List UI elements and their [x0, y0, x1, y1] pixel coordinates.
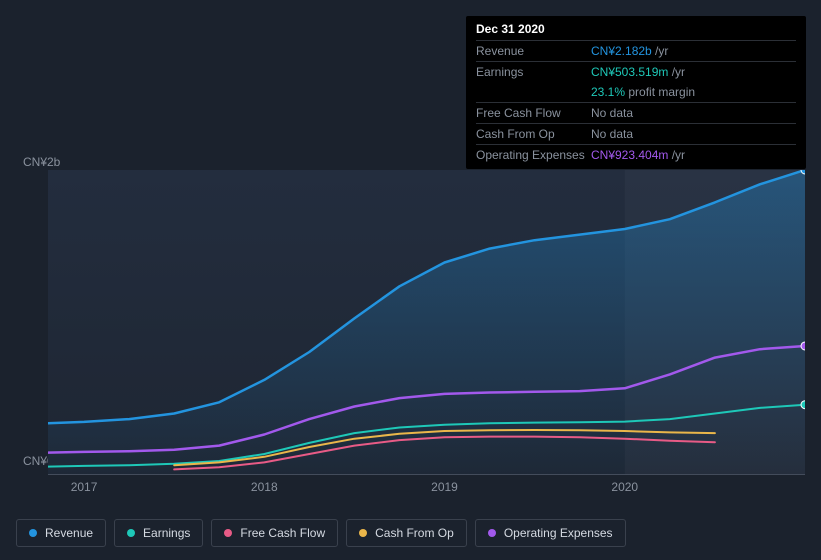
tooltip-row-label: Cash From Op: [476, 124, 591, 145]
legend-label: Revenue: [45, 526, 93, 540]
x-axis-tick: 2017: [71, 480, 98, 494]
x-axis-tick: 2019: [431, 480, 458, 494]
legend-dot-icon: [127, 529, 135, 537]
legend-item[interactable]: Free Cash Flow: [211, 519, 338, 547]
tooltip-date: Dec 31 2020: [476, 22, 796, 40]
tooltip-row-value: No data: [591, 103, 796, 124]
legend-dot-icon: [488, 529, 496, 537]
x-axis-tick: 2018: [251, 480, 278, 494]
tooltip-row-label: Earnings: [476, 62, 591, 83]
chart-legend: Revenue Earnings Free Cash Flow Cash From O…: [16, 519, 626, 547]
tooltip-subrow: 23.1% profit margin: [476, 82, 796, 103]
tooltip-row: RevenueCN¥2.182b /yr: [476, 41, 796, 62]
tooltip-row-label: Revenue: [476, 41, 591, 62]
legend-item[interactable]: Operating Expenses: [475, 519, 626, 547]
tooltip-row: Cash From OpNo data: [476, 124, 796, 145]
legend-label: Free Cash Flow: [240, 526, 325, 540]
legend-item[interactable]: Earnings: [114, 519, 203, 547]
tooltip-row: Operating ExpensesCN¥923.404m /yr: [476, 145, 796, 166]
legend-label: Operating Expenses: [504, 526, 613, 540]
tooltip-row-value: CN¥923.404m /yr: [591, 145, 796, 166]
chart-tooltip: Dec 31 2020 RevenueCN¥2.182b /yrEarnings…: [466, 16, 806, 169]
tooltip-row: EarningsCN¥503.519m /yr: [476, 62, 796, 83]
tooltip-row-value: CN¥2.182b /yr: [591, 41, 796, 62]
y-axis-label-top: CN¥2b: [23, 155, 60, 169]
tooltip-row-label: Operating Expenses: [476, 145, 591, 166]
tooltip-row: Free Cash FlowNo data: [476, 103, 796, 124]
chart-plot[interactable]: [48, 170, 805, 475]
tooltip-row-value: CN¥503.519m /yr: [591, 62, 796, 83]
legend-label: Earnings: [143, 526, 190, 540]
legend-dot-icon: [359, 529, 367, 537]
legend-dot-icon: [224, 529, 232, 537]
x-axis-tick: 2020: [611, 480, 638, 494]
legend-item[interactable]: Revenue: [16, 519, 106, 547]
tooltip-row-value: No data: [591, 124, 796, 145]
tooltip-row-label: Free Cash Flow: [476, 103, 591, 124]
legend-item[interactable]: Cash From Op: [346, 519, 467, 547]
legend-label: Cash From Op: [375, 526, 454, 540]
legend-dot-icon: [29, 529, 37, 537]
